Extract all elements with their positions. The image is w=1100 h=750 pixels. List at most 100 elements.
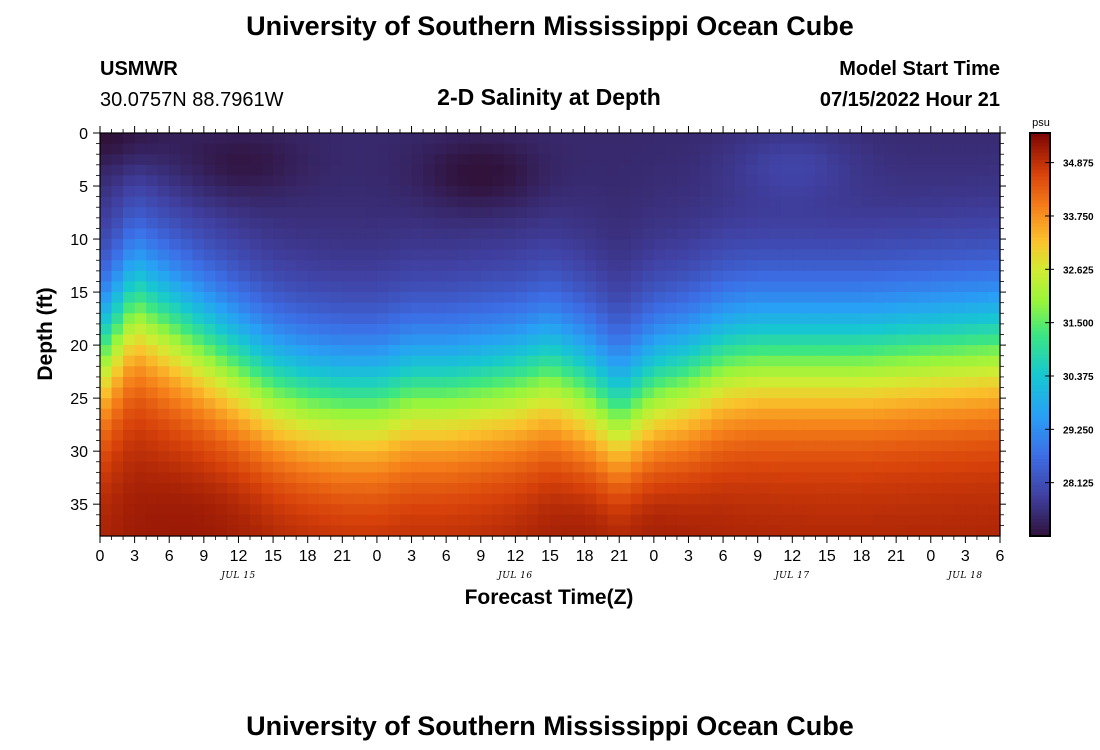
heatmap-cell xyxy=(215,133,228,145)
heatmap-cell xyxy=(619,323,632,336)
heatmap-cell xyxy=(446,313,459,325)
heatmap-cell xyxy=(746,440,759,452)
heatmap-cell xyxy=(480,472,493,484)
heatmap-cell xyxy=(711,217,724,230)
heatmap-cell xyxy=(607,302,620,314)
heatmap-cell xyxy=(226,504,240,516)
heatmap-cell xyxy=(757,133,770,145)
heatmap-cell xyxy=(457,217,470,230)
heatmap-cell xyxy=(930,461,943,473)
heatmap-cell xyxy=(434,292,447,304)
heatmap-cell xyxy=(826,504,840,516)
heatmap-cell xyxy=(850,525,863,537)
heatmap-cell xyxy=(665,355,678,367)
heatmap-cell xyxy=(607,260,620,272)
heatmap-cell xyxy=(400,175,413,187)
heatmap-cell xyxy=(769,133,782,145)
heatmap-cell xyxy=(769,313,782,325)
heatmap-cell xyxy=(896,207,909,219)
heatmap-cell xyxy=(250,493,263,505)
heatmap-cell xyxy=(330,228,343,240)
heatmap-cell xyxy=(700,419,713,431)
heatmap-cell xyxy=(838,376,851,389)
heatmap-cell xyxy=(642,408,655,420)
heatmap-cell xyxy=(353,323,366,336)
heatmap-cell xyxy=(123,133,136,145)
heatmap-cell xyxy=(884,217,897,230)
heatmap-cell xyxy=(700,366,713,378)
heatmap-cell xyxy=(342,154,355,166)
heatmap-cell xyxy=(526,164,540,177)
heatmap-cell xyxy=(792,482,805,495)
heatmap-cell xyxy=(630,514,643,526)
heatmap-cell xyxy=(607,429,620,442)
heatmap-cell xyxy=(411,493,424,505)
heatmap-cell xyxy=(215,260,228,272)
heatmap-cell xyxy=(526,451,540,463)
heatmap-cell xyxy=(342,504,355,516)
heatmap-cell xyxy=(942,207,955,219)
colorbar-segment xyxy=(1030,351,1050,356)
heatmap-cell xyxy=(538,164,551,177)
heatmap-cell xyxy=(665,249,678,261)
heatmap-cell xyxy=(607,504,620,516)
heatmap-cell xyxy=(596,239,609,251)
heatmap-cell xyxy=(838,164,851,177)
heatmap-cell xyxy=(734,292,747,304)
heatmap-cell xyxy=(734,260,747,272)
heatmap-cell xyxy=(930,398,943,410)
heatmap-cell xyxy=(273,525,286,537)
heatmap-cell xyxy=(561,345,574,357)
heatmap-cell xyxy=(157,376,170,389)
heatmap-cell xyxy=(411,323,424,336)
heatmap-cell xyxy=(446,493,459,505)
heatmap-cell xyxy=(619,133,632,145)
heatmap-cell xyxy=(376,355,390,367)
heatmap-cell xyxy=(342,376,355,389)
heatmap-cell xyxy=(815,429,828,442)
colorbar-segment xyxy=(1030,257,1050,262)
heatmap-cell xyxy=(192,355,205,367)
heatmap-cell xyxy=(953,429,966,442)
heatmap-cell xyxy=(411,461,424,473)
heatmap-cell xyxy=(503,525,516,537)
heatmap-cell xyxy=(965,493,978,505)
heatmap-cell xyxy=(123,440,136,452)
heatmap-cell xyxy=(353,408,366,420)
heatmap-cell xyxy=(850,228,863,240)
heatmap-cell xyxy=(296,133,309,145)
heatmap-cell xyxy=(457,207,470,219)
heatmap-cell xyxy=(250,504,263,516)
heatmap-cell xyxy=(757,302,770,314)
heatmap-cell xyxy=(573,429,586,442)
heatmap-cell xyxy=(134,387,147,399)
heatmap-cell xyxy=(423,419,436,431)
heatmap-cell xyxy=(665,419,678,431)
heatmap-cell xyxy=(365,525,378,537)
heatmap-cell xyxy=(642,334,655,346)
colorbar-segment xyxy=(1030,418,1050,423)
heatmap-cell xyxy=(400,504,413,516)
heatmap-cell xyxy=(619,281,632,293)
x-tick-label: 0 xyxy=(96,548,105,565)
heatmap-cell xyxy=(284,440,297,452)
heatmap-cell xyxy=(803,143,816,155)
heatmap-cell xyxy=(838,472,851,484)
heatmap-cell xyxy=(884,313,897,325)
heatmap-cell xyxy=(953,133,966,145)
heatmap-cell xyxy=(365,419,378,431)
heatmap-cell xyxy=(215,239,228,251)
heatmap-cell xyxy=(942,334,955,346)
heatmap-cell xyxy=(873,292,886,304)
colorbar-segment xyxy=(1030,317,1050,322)
colorbar-segment xyxy=(1030,136,1050,141)
heatmap-cell xyxy=(215,451,228,463)
heatmap-cell xyxy=(376,239,390,251)
heatmap-cell xyxy=(550,154,563,166)
heatmap-cell xyxy=(342,323,355,336)
heatmap-cell xyxy=(238,408,251,420)
heatmap-cell xyxy=(676,270,690,283)
heatmap-cell xyxy=(157,398,170,410)
heatmap-cell xyxy=(607,408,620,420)
y-tick-label: 25 xyxy=(70,391,88,408)
